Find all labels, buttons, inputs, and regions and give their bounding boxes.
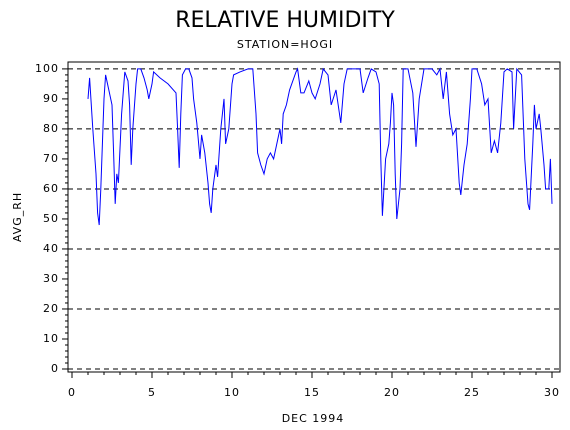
chart-subtitle: STATION=HOGI xyxy=(237,38,333,51)
y-tick-label: 100 xyxy=(35,62,59,75)
chart-title: RELATIVE HUMIDITY xyxy=(175,8,395,33)
x-tick-label: 0 xyxy=(68,386,76,399)
data-line xyxy=(87,67,553,226)
y-tick-label: 20 xyxy=(43,302,59,315)
y-tick-label: 0 xyxy=(51,362,59,375)
y-tick-label: 80 xyxy=(43,122,59,135)
plot-frame xyxy=(67,61,561,373)
y-tick-label: 70 xyxy=(43,152,59,165)
y-tick-label: 50 xyxy=(43,212,59,225)
x-tick-label: 5 xyxy=(148,386,156,399)
y-tick-label: 90 xyxy=(43,92,59,105)
y-axis-label: AVG_RH xyxy=(11,192,24,242)
y-tick-label: 40 xyxy=(43,242,59,255)
x-tick-label: 25 xyxy=(464,386,480,399)
x-tick-label: 30 xyxy=(544,386,560,399)
y-tick-label: 10 xyxy=(43,332,59,345)
y-tick-label: 60 xyxy=(43,182,59,195)
x-tick-label: 10 xyxy=(224,386,240,399)
x-tick-label: 20 xyxy=(384,386,400,399)
x-axis-label: DEC 1994 xyxy=(282,412,345,425)
y-tick-label: 30 xyxy=(43,272,59,285)
x-tick-label: 15 xyxy=(304,386,320,399)
